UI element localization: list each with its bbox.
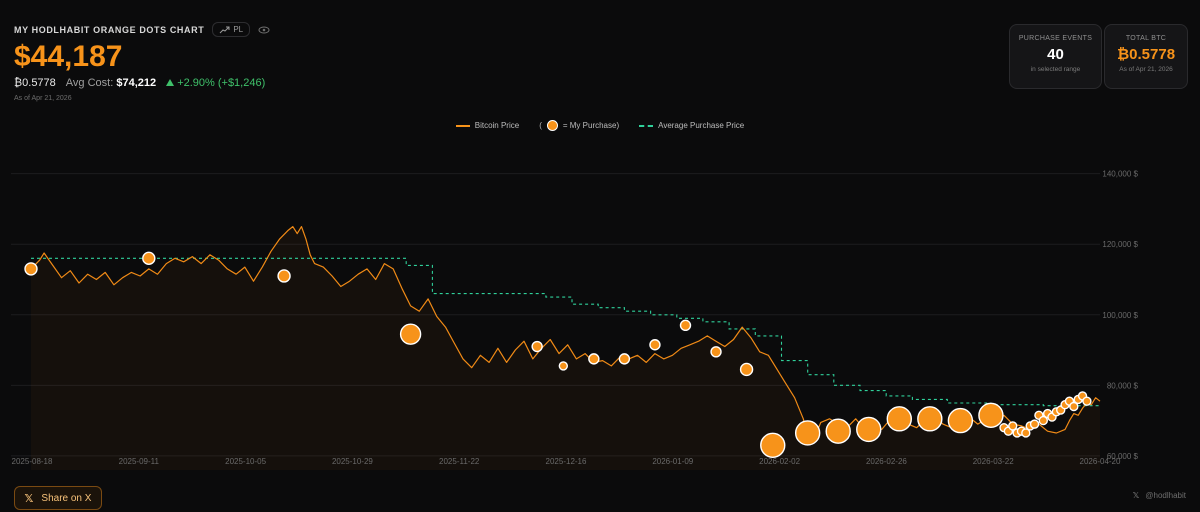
x-tick-label: 2025-08-18 <box>12 457 53 466</box>
bitcoin-price-line <box>30 225 1101 445</box>
legend-average-label: Average Purchase Price <box>658 121 745 130</box>
purchase-dot[interactable] <box>947 407 974 434</box>
purchase-dot[interactable] <box>399 323 422 345</box>
pl-toggle-label: PL <box>233 25 244 34</box>
pl-change: +2.90% (+$1,246) <box>166 77 265 89</box>
purchase-dot[interactable] <box>142 251 156 266</box>
purchase-dot[interactable] <box>739 362 754 377</box>
trend-icon <box>219 26 230 33</box>
legend-bitcoin-price-label: Bitcoin Price <box>474 121 520 130</box>
handle-text: @hodlhabit <box>1145 491 1186 500</box>
purchase-dot[interactable] <box>760 432 786 459</box>
x-logo-icon: 𝕏 <box>24 492 34 505</box>
purchase-dot[interactable] <box>825 418 851 444</box>
purchase-dot[interactable] <box>794 420 821 446</box>
price-chart: 60,000 $ 80,000 $ 100,000 $ 120,000 $ 140,00… <box>11 170 1139 470</box>
purchase-events-card: PURCHASE EVENTS 40 in selected range <box>1009 24 1102 89</box>
legend-bitcoin-price[interactable]: Bitcoin Price <box>455 121 520 130</box>
up-arrow-icon <box>166 79 175 86</box>
purchase-dot[interactable] <box>1021 428 1031 438</box>
x-tick-label: 2026-03-22 <box>973 457 1014 466</box>
x-tick-label: 2025-09-11 <box>119 457 160 466</box>
y-tick-label: 60,000 $ <box>1107 452 1139 461</box>
share-on-x-button[interactable]: 𝕏 Share on X <box>14 486 102 510</box>
x-tick-label: 2025-11-22 <box>439 457 480 466</box>
purchase-dot[interactable] <box>886 406 912 432</box>
purchase-dot[interactable] <box>558 361 569 371</box>
purchase-dot[interactable] <box>588 353 600 365</box>
total-btc-card: TOTAL BTC ₿0.5778 As of Apr 21, 2026 <box>1104 24 1188 89</box>
portfolio-value: $44,187 <box>14 40 123 73</box>
x-tick-label: 2026-04-20 <box>1080 457 1121 466</box>
chart-legend: Bitcoin Price ( = My Purchase) Average P… <box>0 120 1200 131</box>
x-tick-label: 2025-12-16 <box>546 457 587 466</box>
purchase-dot[interactable] <box>24 262 38 276</box>
x-tick-label: 2026-02-02 <box>759 457 800 466</box>
y-tick-label: 100,000 $ <box>1102 311 1138 320</box>
avg-cost-value: $74,212 <box>116 77 157 89</box>
chart-title: MY HODLHABIT ORANGE DOTS CHART <box>14 24 205 35</box>
x-logo-icon: 𝕏 <box>1132 491 1140 500</box>
eye-icon[interactable] <box>258 26 270 34</box>
purchase-dot[interactable] <box>531 340 543 353</box>
title-row: MY HODLHABIT ORANGE DOTS CHART PL <box>14 22 270 37</box>
legend-dash-swatch <box>639 124 654 127</box>
purchase-events-sub: in selected range <box>1030 66 1081 73</box>
legend-purchase-open-paren: ( <box>539 121 542 130</box>
purchase-dot[interactable] <box>978 402 1004 429</box>
y-tick-label: 140,000 $ <box>1102 170 1138 179</box>
purchase-dot[interactable] <box>679 319 692 332</box>
legend-average-price[interactable]: Average Purchase Price <box>639 121 744 130</box>
purchase-events-value: 40 <box>1047 46 1064 63</box>
price-area <box>31 226 1100 470</box>
btc-holding: ₿0.5778 <box>14 77 56 89</box>
avg-cost-label: Avg Cost: <box>65 77 114 89</box>
pl-toggle-button[interactable]: PL <box>212 22 251 37</box>
x-tick-label: 2025-10-29 <box>332 457 373 466</box>
pl-change-value: +2.90% (+$1,246) <box>177 77 266 89</box>
y-tick-label: 120,000 $ <box>1102 240 1138 249</box>
stats-row: ₿0.5778 Avg Cost: $74,212 +2.90% (+$1,24… <box>14 77 270 89</box>
legend-line-swatch <box>455 124 470 127</box>
purchase-dot[interactable] <box>277 269 291 283</box>
y-tick-label: 80,000 $ <box>1107 381 1139 390</box>
share-label: Share on X <box>41 492 92 504</box>
average-purchase-line <box>31 257 1100 407</box>
purchase-dot[interactable] <box>1038 415 1048 426</box>
purchase-dot[interactable] <box>917 406 943 432</box>
legend-purchase-label: = My Purchase) <box>562 121 620 130</box>
x-tick-label: 2026-02-26 <box>866 457 907 466</box>
header: MY HODLHABIT ORANGE DOTS CHART PL $44,18… <box>14 22 270 102</box>
purchase-dot[interactable] <box>856 416 882 443</box>
hodlhabit-handle[interactable]: 𝕏 @hodlhabit <box>1133 491 1186 500</box>
as-of-date: As of Apr 21, 2026 <box>14 95 72 102</box>
total-btc-value: ₿0.5778 <box>1116 46 1176 63</box>
x-tick-label: 2026-01-09 <box>652 457 693 466</box>
x-tick-label: 2025-10-05 <box>225 457 266 466</box>
total-btc-sub: As of Apr 21, 2026 <box>1119 66 1173 73</box>
purchase-dot[interactable] <box>1069 401 1079 412</box>
purchase-dot[interactable] <box>618 353 631 365</box>
purchase-dot[interactable] <box>649 339 661 351</box>
legend-my-purchase[interactable]: ( = My Purchase) <box>539 120 619 131</box>
purchase-dot[interactable] <box>1029 419 1040 429</box>
purchase-events-label: PURCHASE EVENTS <box>1018 35 1093 42</box>
legend-dot-swatch <box>546 120 558 131</box>
total-btc-label: TOTAL BTC <box>1125 35 1167 42</box>
purchase-dot[interactable] <box>710 346 722 358</box>
purchase-dot[interactable] <box>1008 421 1018 431</box>
purchase-dot[interactable] <box>1082 396 1092 406</box>
